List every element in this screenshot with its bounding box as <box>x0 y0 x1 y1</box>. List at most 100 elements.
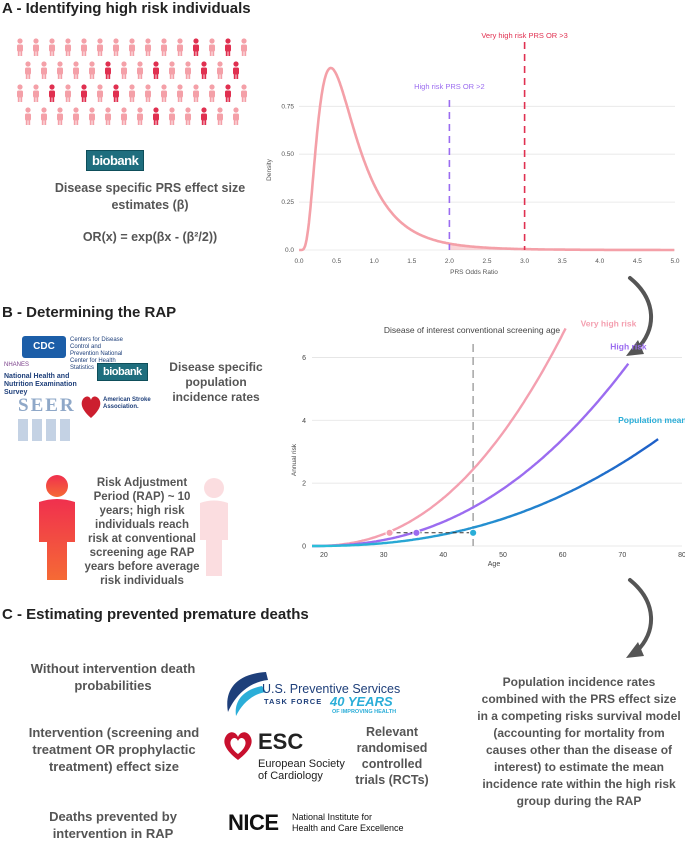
nice-line2: Health and Care Excellence <box>292 823 404 833</box>
chart-a-xlabel: PRS Odds Ratio <box>450 269 498 276</box>
chart-a-ytick: 0.75 <box>281 103 294 110</box>
person-figure <box>41 61 47 79</box>
chart-a-ytick: 0.25 <box>281 199 294 206</box>
heart-torch-icon <box>81 396 101 418</box>
person-figure <box>225 84 231 102</box>
chart-b-ytick: 0 <box>302 544 306 551</box>
screening-age-label: Disease of interest conventional screeni… <box>384 325 561 335</box>
esc-line2: of Cardiology <box>258 770 323 782</box>
high-risk-curve <box>312 362 630 548</box>
chart-a-xtick: 3.5 <box>558 258 567 265</box>
person-figure <box>25 107 31 125</box>
population-mean-risk-curve <box>312 438 659 548</box>
incidence-text: Disease specific population incidence ra… <box>169 360 263 404</box>
nhanes-small-logo: NHANES <box>4 362 30 368</box>
very-high-risk-legend: Very high risk <box>581 320 637 328</box>
chart-b-xtick: 80 <box>678 552 685 559</box>
chart-b-marker <box>412 528 421 537</box>
nice-title: NICE <box>228 810 279 835</box>
section-c-title: C - Estimating prevented premature death… <box>2 606 309 623</box>
person-figure <box>49 38 55 56</box>
person-figure <box>121 61 127 79</box>
seer-text: SEER <box>18 395 76 416</box>
person-figure <box>41 107 47 125</box>
person-figure <box>161 84 167 102</box>
person-figure <box>81 84 87 102</box>
chart-b-xtick: 40 <box>439 552 447 559</box>
biobank-logo: biobank <box>86 150 145 171</box>
high-risk-person-icon <box>39 475 75 580</box>
person-figure <box>193 84 199 102</box>
population-model-text: Population incidence rates combined with… <box>477 675 681 808</box>
person-figure <box>113 38 119 56</box>
chart-b-ytick: 6 <box>302 355 306 362</box>
people-grid <box>17 38 247 125</box>
person-figure <box>241 38 247 56</box>
section-a-title: A - Identifying high risk individuals <box>2 0 251 17</box>
population-mean-risk-legend: Population mean risk <box>618 415 685 425</box>
chart-a-ytick: 0.0 <box>285 247 294 254</box>
high-risk-legend: High risk <box>610 342 647 352</box>
person-figure <box>177 38 183 56</box>
person-figure <box>209 38 215 56</box>
chart-b-xtick: 70 <box>618 552 626 559</box>
arrow-a-to-b <box>626 276 653 356</box>
chart-b-xtick: 30 <box>380 552 388 559</box>
uspstf-line1: U.S. Preventive Services <box>262 682 401 696</box>
chart-b: Disease of interest conventional screeni… <box>291 320 685 568</box>
chart-b-xtick: 20 <box>320 552 328 559</box>
person-figure <box>105 107 111 125</box>
chart-a-xtick: 2.0 <box>445 258 454 265</box>
person-figure <box>153 61 159 79</box>
person-figure <box>201 107 207 125</box>
person-figure <box>169 61 175 79</box>
deaths-prevented-text: Deaths prevented by intervention in RAP <box>49 809 177 841</box>
person-figure <box>225 38 231 56</box>
person-figure <box>153 107 159 125</box>
person-figure <box>217 61 223 79</box>
high-risk-area <box>449 243 675 250</box>
person-figure <box>177 84 183 102</box>
person-figure <box>233 107 239 125</box>
person-figure <box>97 38 103 56</box>
rct-text: Relevant randomised controlled trials (R… <box>355 725 429 787</box>
person-figure <box>169 107 175 125</box>
person-figure <box>201 61 207 79</box>
person-figure <box>121 107 127 125</box>
person-figure <box>49 84 55 102</box>
intervention-effect-text: Intervention (screening and treatment OR… <box>28 725 200 774</box>
cdc-logo: CDC <box>22 336 66 358</box>
person-figure <box>105 61 111 79</box>
chart-a-xtick: 3.0 <box>520 258 529 265</box>
chart-a-ytick: 0.50 <box>281 151 294 158</box>
chart-b-xtick: 60 <box>559 552 567 559</box>
uspstf-swoosh-icon <box>227 672 268 716</box>
person-figure <box>113 84 119 102</box>
esc-title: ESC <box>258 729 304 754</box>
esc-heart-icon <box>224 732 252 760</box>
chart-a-xtick: 5.0 <box>670 258 679 265</box>
biobank-logo-b: biobank <box>97 363 148 381</box>
person-figure <box>65 38 71 56</box>
chart-b-xtick: 50 <box>499 552 507 559</box>
density-curve <box>299 66 675 252</box>
arrow-b-to-c <box>626 578 653 658</box>
chart-b-ytick: 2 <box>302 481 306 488</box>
very-high-risk-curve <box>312 327 567 548</box>
person-figure <box>33 84 39 102</box>
chart-a-xtick: 1.0 <box>370 258 379 265</box>
person-figure <box>145 84 151 102</box>
or-formula: OR(x) = exp(βx - (β²/2)) <box>82 230 218 244</box>
chart-b-ytick: 4 <box>302 418 306 425</box>
person-figure <box>209 84 215 102</box>
without-intervention-text: Without intervention death probabilities <box>30 661 196 693</box>
uspstf-line2: TASK FORCE <box>264 697 323 706</box>
person-figure <box>185 107 191 125</box>
person-figure <box>81 38 87 56</box>
person-figure <box>89 107 95 125</box>
person-figure <box>89 61 95 79</box>
chart-a-xtick: 0.0 <box>294 258 303 265</box>
average-risk-person-icon <box>200 478 228 576</box>
person-figure <box>137 107 143 125</box>
person-figure <box>185 61 191 79</box>
